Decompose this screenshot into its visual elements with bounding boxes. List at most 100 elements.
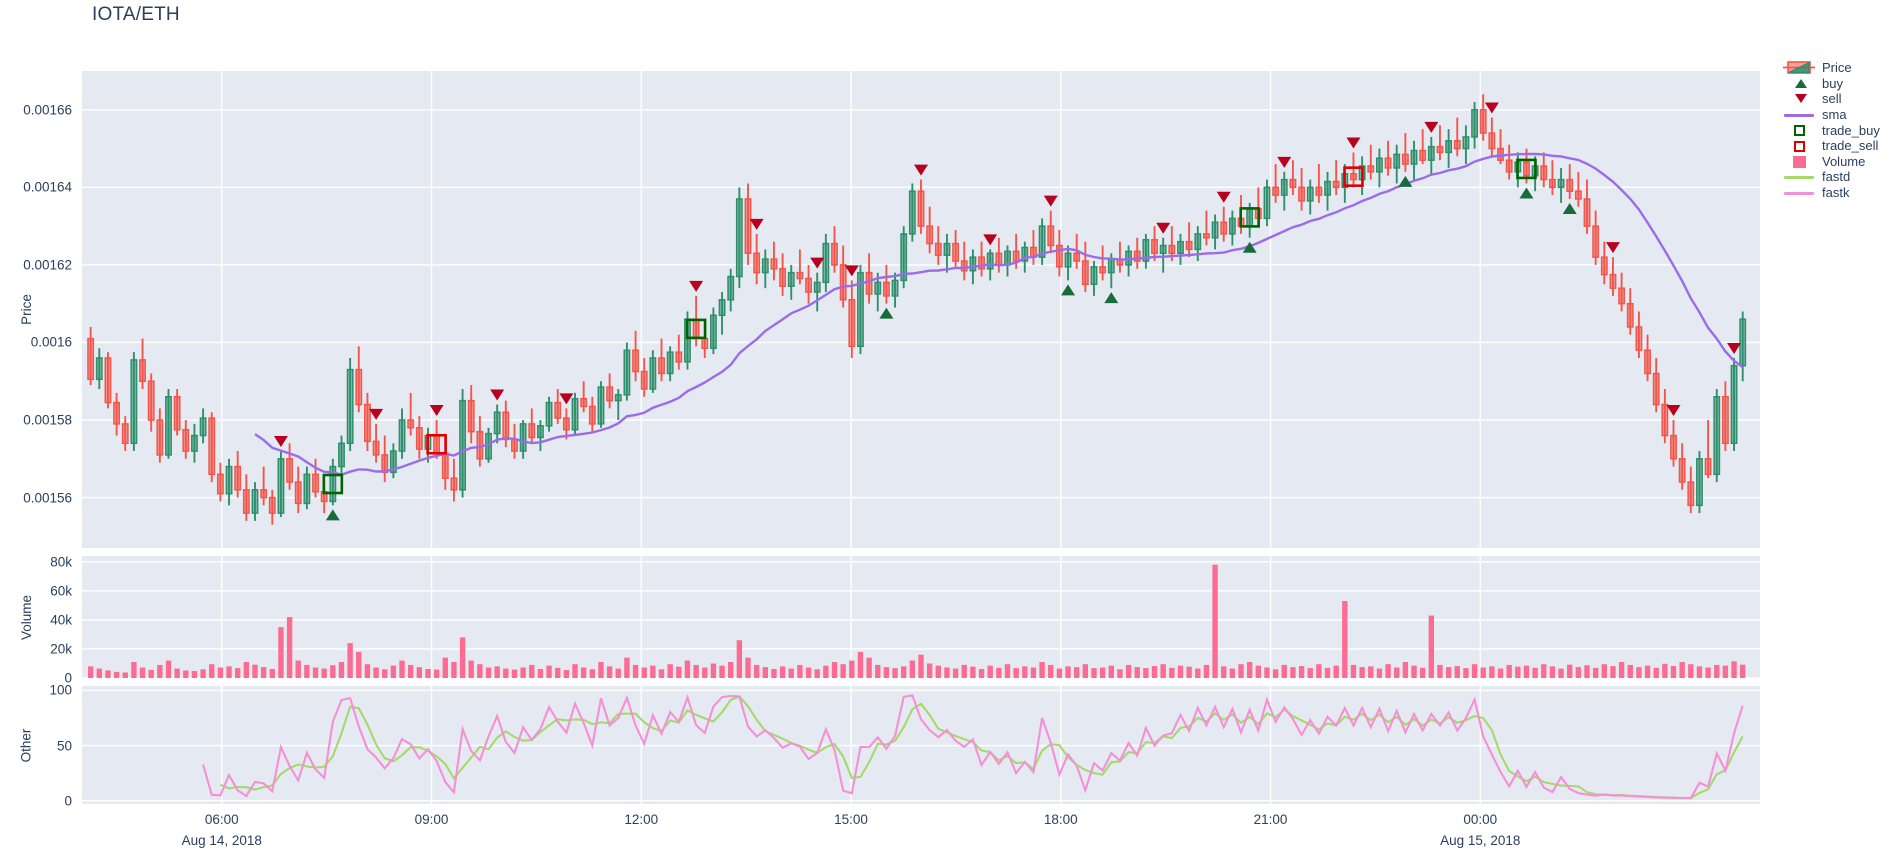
volume-bar: [1143, 668, 1149, 678]
volume-bar: [926, 663, 933, 678]
legend-item-fastk[interactable]: fastk: [1782, 185, 1894, 201]
candle-body: [1055, 244, 1063, 268]
volume-bar: [1203, 664, 1210, 678]
volume-bar: [624, 657, 630, 678]
sell-marker-icon: [1346, 137, 1361, 149]
volume-bar: [901, 666, 907, 678]
trade-markers: [273, 102, 1742, 521]
candle-body: [952, 242, 960, 262]
volume-bar: [684, 660, 691, 678]
candle-body: [995, 252, 1003, 266]
legend-item-trade-sell[interactable]: trade_sell: [1782, 138, 1894, 154]
candle-body: [554, 401, 562, 419]
candle-body: [1566, 178, 1574, 192]
candle-body: [761, 258, 769, 274]
candle-body: [943, 242, 951, 256]
trade-buy-marker: [1239, 207, 1260, 228]
sell-marker-icon: [914, 164, 928, 176]
candle-body: [1721, 396, 1729, 445]
candle-body: [511, 438, 518, 452]
volume-bar: [407, 664, 414, 678]
trade-sell-marker: [1343, 166, 1364, 187]
trade-buy-marker: [322, 473, 344, 495]
candle-body: [225, 465, 233, 495]
volume-bar: [416, 667, 423, 678]
volume-bar: [1454, 666, 1460, 678]
legend-item-trade-buy[interactable]: trade_buy: [1782, 122, 1894, 138]
candle-body: [433, 434, 441, 454]
volume-bar: [295, 660, 301, 678]
price-tick-label: 0.00164: [23, 179, 72, 195]
volume-bar: [788, 668, 794, 678]
volume-bar: [1307, 668, 1313, 678]
candle-body: [978, 256, 985, 270]
candle-body: [312, 473, 319, 493]
legend-label: buy: [1822, 75, 1843, 91]
candle-body: [1211, 221, 1219, 239]
candle-body: [415, 427, 423, 450]
volume-bar: [1004, 664, 1011, 678]
candle-body: [1133, 250, 1141, 262]
volume-bar: [165, 660, 172, 678]
legend-item-fastd[interactable]: fastd: [1782, 169, 1894, 185]
volume-bar: [494, 666, 500, 678]
buy-marker-icon: [325, 509, 340, 521]
legend-item-Volume[interactable]: Volume: [1782, 154, 1894, 170]
volume-bar: [641, 667, 647, 678]
volume-bar: [1108, 665, 1114, 678]
candle-body: [597, 386, 605, 425]
candle-body: [1107, 258, 1115, 274]
candlestick-series: [87, 94, 1747, 525]
volume-bar: [96, 668, 102, 678]
volume-bar: [1601, 664, 1607, 678]
candle-body: [986, 252, 994, 270]
legend-item-Price[interactable]: Price: [1782, 60, 1894, 76]
volume-tick-label: 0: [64, 670, 72, 686]
candle-body: [1159, 244, 1167, 255]
legend-item-sell[interactable]: sell: [1782, 91, 1894, 107]
candle-body: [1306, 186, 1314, 202]
volume-bar: [1705, 667, 1711, 678]
volume-bar: [702, 667, 708, 678]
candle-body: [1401, 153, 1409, 165]
x-axis-date-label: Aug 15, 2018: [1440, 833, 1521, 848]
volume-bar: [485, 667, 492, 678]
volume-bar: [1125, 664, 1132, 678]
candle-body: [1047, 225, 1055, 247]
legend-marker-square-outline-icon: [1782, 123, 1816, 138]
candle-body: [709, 314, 717, 350]
candle-body: [1038, 225, 1046, 258]
volume-bar: [840, 664, 846, 678]
legend-item-buy[interactable]: buy: [1782, 76, 1894, 92]
volume-tick-label: 60k: [50, 583, 72, 599]
volume-bar: [183, 670, 189, 678]
candle-body: [260, 489, 268, 499]
candle-body: [1203, 233, 1210, 239]
volume-bar: [1065, 666, 1071, 678]
volume-bar: [157, 664, 163, 678]
volume-bar: [382, 669, 388, 678]
legend-item-sma[interactable]: sma: [1782, 107, 1894, 123]
candle-body: [1350, 173, 1357, 181]
volume-bar: [1082, 664, 1089, 678]
candle-body: [891, 279, 899, 297]
buy-marker-icon: [879, 307, 894, 319]
candle-body: [770, 258, 778, 270]
candle-body: [165, 396, 172, 456]
volume-bar: [1670, 666, 1677, 678]
candle-body: [242, 489, 250, 514]
volume-panel: [82, 556, 1760, 679]
volume-bar: [1290, 667, 1296, 678]
candle-body: [1246, 207, 1254, 227]
volume-bar: [174, 668, 180, 678]
volume-bar: [148, 669, 154, 678]
candle-body: [450, 477, 458, 491]
volume-bar: [970, 666, 976, 678]
sell-marker-icon: [490, 389, 505, 401]
candle-body: [1185, 240, 1193, 251]
candle-body: [908, 190, 916, 235]
candle-body: [407, 419, 415, 429]
buy-marker-icon: [1562, 202, 1577, 214]
volume-bar: [338, 662, 345, 678]
